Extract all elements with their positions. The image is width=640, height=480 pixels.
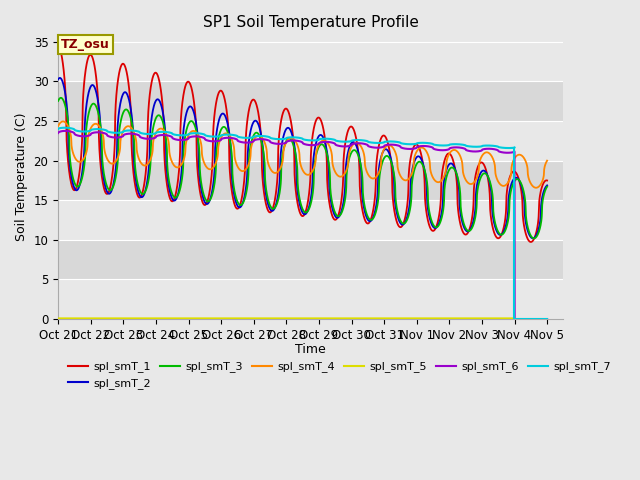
Bar (58, 279, 563, 319)
Text: TZ_osu: TZ_osu (61, 38, 109, 51)
Title: SP1 Soil Temperature Profile: SP1 Soil Temperature Profile (203, 15, 419, 30)
Bar (58, 200, 563, 240)
Bar (58, 161, 563, 200)
Bar (58, 121, 563, 161)
Y-axis label: Soil Temperature (C): Soil Temperature (C) (15, 112, 28, 241)
Bar (58, 82, 563, 121)
Legend: spl_smT_1, spl_smT_2, spl_smT_3, spl_smT_4, spl_smT_5, spl_smT_6, spl_smT_7: spl_smT_1, spl_smT_2, spl_smT_3, spl_smT… (64, 357, 616, 393)
Bar (58, 42, 563, 82)
Bar (58, 240, 563, 279)
X-axis label: Time: Time (296, 343, 326, 356)
